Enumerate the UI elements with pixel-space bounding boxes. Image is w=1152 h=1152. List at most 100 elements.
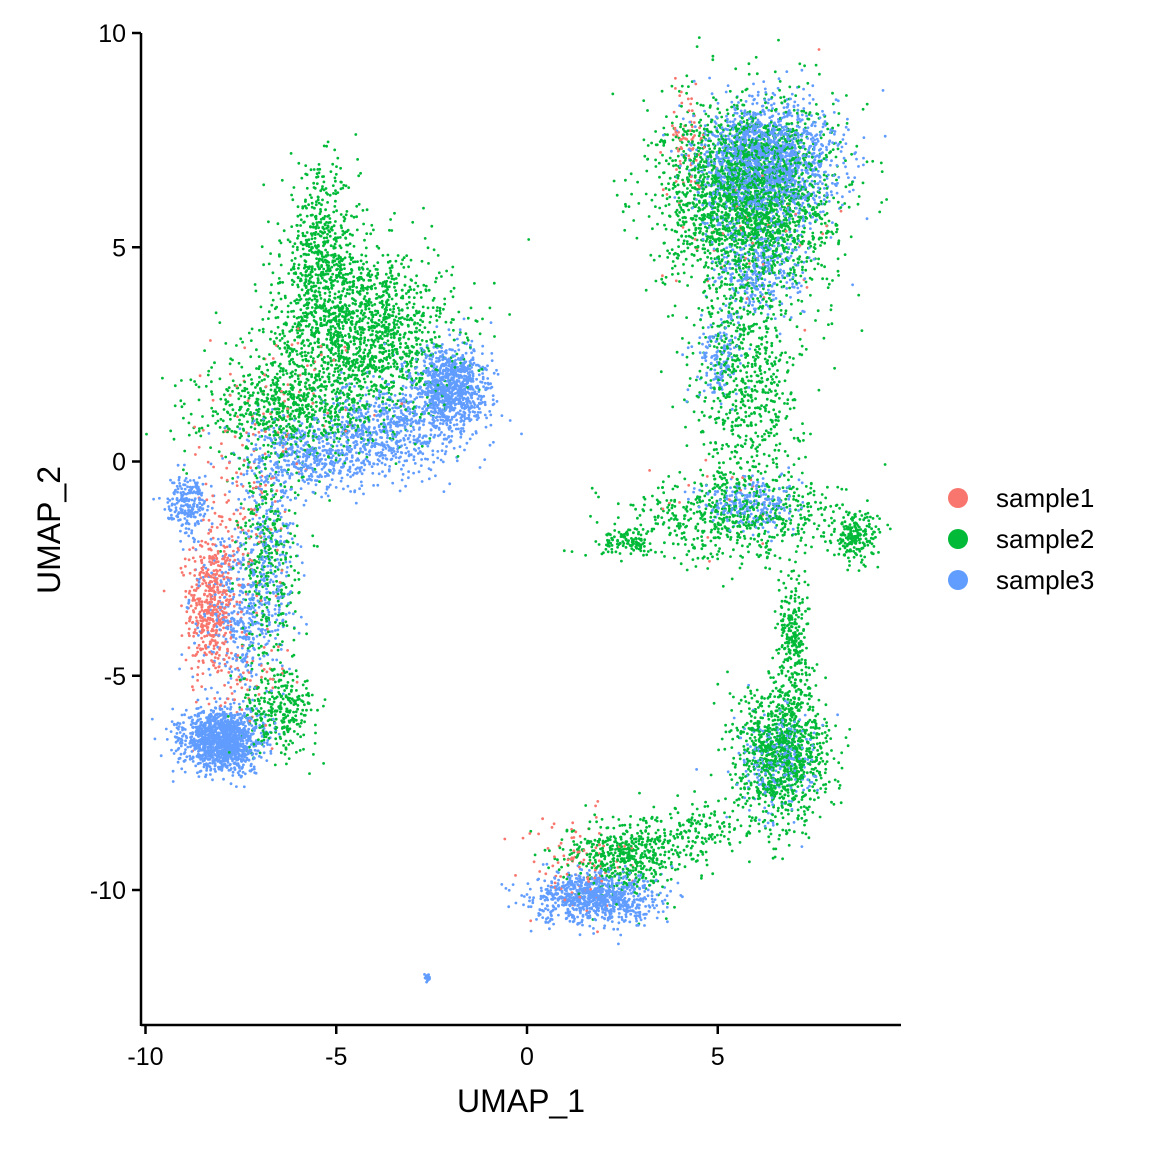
- scatter-point-sample3: [372, 404, 376, 408]
- scatter-point-sample3: [541, 916, 545, 919]
- scatter-point-sample2: [285, 686, 288, 690]
- scatter-point-sample2: [318, 293, 322, 297]
- scatter-point-sample2: [296, 246, 299, 249]
- scatter-point-sample2: [830, 800, 833, 804]
- scatter-point-sample2: [765, 551, 768, 554]
- scatter-point-sample3: [304, 459, 308, 463]
- scatter-point-sample2: [326, 355, 330, 358]
- scatter-point-sample1: [251, 486, 255, 490]
- scatter-point-sample2: [669, 877, 673, 881]
- scatter-point-sample3: [541, 863, 545, 866]
- scatter-point-sample3: [740, 125, 743, 129]
- scatter-point-sample2: [709, 315, 713, 318]
- scatter-point-sample2: [395, 281, 399, 285]
- scatter-point-sample2: [745, 526, 749, 530]
- scatter-point-sample2: [725, 486, 729, 489]
- scatter-point-sample2: [367, 392, 371, 396]
- scatter-point-sample2: [799, 539, 803, 542]
- scatter-point-sample2: [657, 161, 661, 165]
- scatter-point-sample2: [352, 275, 356, 279]
- scatter-point-sample2: [741, 725, 745, 729]
- scatter-point-sample3: [277, 608, 281, 611]
- scatter-point-sample2: [333, 242, 337, 246]
- scatter-point-sample2: [757, 462, 761, 466]
- scatter-point-sample2: [671, 187, 675, 190]
- scatter-point-sample3: [747, 386, 751, 389]
- scatter-point-sample2: [561, 848, 565, 851]
- scatter-point-sample3: [340, 434, 343, 438]
- scatter-point-sample2: [241, 340, 245, 344]
- scatter-point-sample3: [616, 927, 620, 931]
- scatter-point-sample2: [641, 840, 644, 844]
- scatter-point-sample3: [219, 543, 223, 547]
- scatter-point-sample2: [683, 514, 687, 517]
- scatter-point-sample2: [257, 380, 261, 384]
- scatter-point-sample2: [279, 661, 282, 664]
- scatter-point-sample2: [773, 362, 777, 366]
- scatter-point-sample2: [588, 858, 592, 862]
- scatter-point-sample1: [306, 364, 309, 367]
- scatter-point-sample2: [187, 421, 191, 425]
- scatter-point-sample3: [289, 498, 292, 502]
- scatter-point-sample2: [335, 165, 338, 169]
- scatter-point-sample2: [671, 852, 675, 856]
- scatter-point-sample3: [179, 539, 183, 543]
- scatter-point-sample1: [706, 536, 710, 539]
- scatter-point-sample2: [748, 310, 752, 314]
- scatter-point-sample1: [237, 675, 241, 679]
- scatter-point-sample2: [858, 518, 862, 521]
- scatter-point-sample2: [789, 521, 792, 525]
- scatter-point-sample3: [298, 461, 302, 465]
- scatter-point-sample2: [655, 861, 658, 865]
- scatter-point-sample2: [878, 517, 881, 520]
- scatter-point-sample3: [548, 927, 551, 931]
- scatter-point-sample2: [704, 800, 707, 804]
- scatter-point-sample2: [300, 176, 304, 180]
- scatter-point-sample1: [229, 577, 233, 580]
- scatter-point-sample2: [415, 274, 418, 278]
- scatter-point-sample2: [610, 550, 614, 554]
- scatter-point-sample2: [750, 523, 754, 527]
- scatter-point-sample3: [821, 109, 824, 113]
- scatter-point-sample1: [253, 423, 257, 426]
- scatter-point-sample3: [821, 125, 825, 129]
- scatter-point-sample2: [763, 432, 766, 436]
- scatter-point-sample2: [720, 346, 723, 349]
- scatter-point-sample3: [204, 566, 208, 570]
- scatter-point-sample2: [723, 172, 726, 176]
- scatter-point-sample2: [301, 247, 305, 251]
- scatter-point-sample2: [820, 240, 824, 244]
- scatter-point-sample3: [766, 313, 770, 316]
- scatter-point-sample3: [800, 284, 803, 288]
- scatter-point-sample3: [745, 287, 749, 291]
- scatter-point-sample2: [299, 712, 303, 716]
- scatter-point-sample3: [186, 485, 189, 489]
- scatter-point-sample1: [212, 663, 215, 667]
- scatter-point-sample3: [436, 456, 440, 460]
- scatter-point-sample2: [366, 338, 370, 342]
- scatter-point-sample2: [693, 790, 696, 793]
- scatter-point-sample2: [761, 709, 765, 713]
- scatter-point-sample2: [670, 848, 674, 852]
- scatter-point-sample2: [206, 424, 210, 427]
- scatter-point-sample2: [695, 101, 699, 105]
- scatter-point-sample1: [191, 556, 195, 560]
- scatter-point-sample2: [325, 321, 329, 325]
- scatter-point-sample3: [188, 741, 192, 745]
- scatter-point-sample3: [218, 628, 222, 631]
- scatter-point-sample1: [255, 611, 258, 615]
- scatter-point-sample2: [787, 574, 790, 577]
- scatter-point-sample2: [262, 263, 265, 267]
- scatter-point-sample2: [313, 297, 317, 301]
- scatter-point-sample2: [806, 702, 810, 706]
- scatter-point-sample3: [350, 413, 354, 417]
- scatter-point-sample2: [805, 596, 809, 600]
- scatter-point-sample3: [239, 530, 243, 534]
- scatter-point-sample2: [362, 341, 366, 345]
- scatter-point-sample3: [171, 497, 175, 501]
- scatter-point-sample3: [692, 487, 696, 490]
- scatter-point-sample2: [363, 348, 367, 352]
- scatter-point-sample3: [407, 470, 410, 473]
- scatter-point-sample3: [785, 281, 789, 284]
- scatter-point-sample2: [211, 410, 215, 413]
